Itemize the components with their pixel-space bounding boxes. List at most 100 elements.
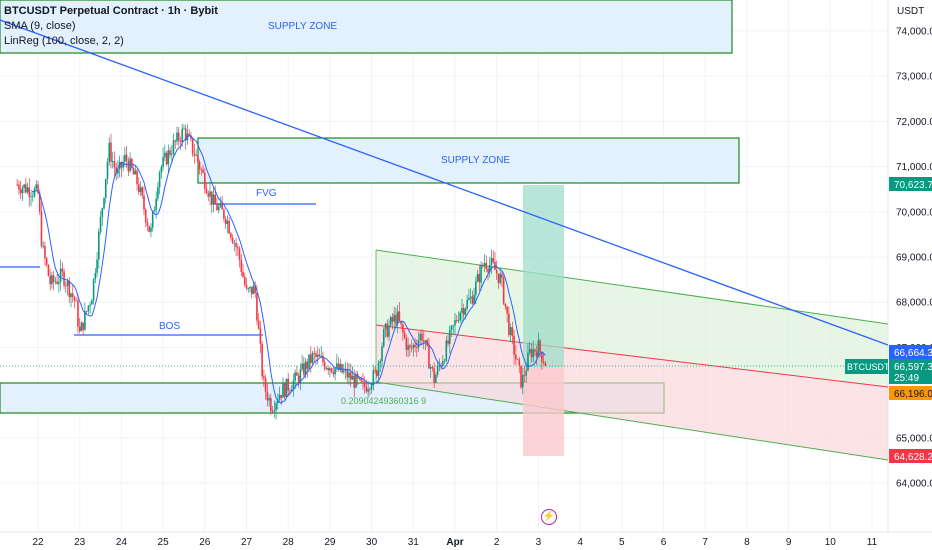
candle-body xyxy=(209,191,211,197)
candle-body xyxy=(91,300,93,305)
candle-body xyxy=(382,329,385,347)
candle-body xyxy=(221,202,223,210)
candle-body xyxy=(450,326,453,330)
candle-body xyxy=(311,352,314,363)
candle-body xyxy=(448,329,451,344)
candle-body xyxy=(348,372,350,378)
candle-body xyxy=(45,258,48,265)
candle-body xyxy=(68,280,71,298)
candle-body xyxy=(396,311,399,324)
supply-zone-mid[interactable] xyxy=(197,137,740,184)
reglow-badge xyxy=(889,449,932,463)
lightning-icon[interactable]: ⚡ xyxy=(541,509,557,525)
supply-zone-top[interactable] xyxy=(0,0,733,54)
candle-body xyxy=(289,390,291,392)
candle-body xyxy=(137,184,140,193)
y-tick-label: 69,000.0 xyxy=(896,253,932,264)
candle-body xyxy=(275,403,277,411)
candle-body xyxy=(327,368,329,371)
candle-body xyxy=(337,363,340,371)
candle-body xyxy=(304,361,307,375)
candle-body xyxy=(98,231,100,260)
candle-body xyxy=(412,344,415,349)
candle-body xyxy=(353,375,356,388)
candle-body xyxy=(384,323,387,330)
candle-body xyxy=(181,128,184,142)
time-axis[interactable]: 22 23 24 25 26 27 28 29 30 31 Apr 2 3 4 5 6 7 8 9 10 11 xyxy=(32,537,877,548)
long-position-risk[interactable] xyxy=(523,367,564,456)
candle-body xyxy=(381,346,383,362)
candle-body xyxy=(495,269,498,274)
regression-channel-lower-fill xyxy=(376,325,888,460)
legend-title[interactable]: BTCUSDT Perpetual Contract · 1h · Bybit xyxy=(4,5,218,17)
x-tick-label: 29 xyxy=(324,537,336,548)
candle-body xyxy=(155,198,157,211)
candle-body xyxy=(422,340,425,342)
candle-body xyxy=(242,271,244,277)
candle-body xyxy=(257,320,260,329)
candle-body xyxy=(431,366,434,369)
candle-body xyxy=(66,280,69,286)
x-tick-label: 8 xyxy=(744,537,750,548)
candle-body xyxy=(339,364,342,371)
regression-mid-line xyxy=(375,324,889,388)
candle-body xyxy=(271,411,274,413)
candle-body xyxy=(231,237,234,244)
candle-body xyxy=(461,307,463,313)
descending-trendline[interactable] xyxy=(0,19,889,346)
bos-label: BOS xyxy=(159,321,180,332)
candle-body xyxy=(283,383,286,397)
x-tick-label: 2 xyxy=(494,537,500,548)
candle-body xyxy=(409,345,411,348)
candle-body xyxy=(101,208,104,218)
candle-body xyxy=(541,351,543,362)
candle-body xyxy=(148,226,150,232)
y-tick-label: 70,000.0 xyxy=(896,207,932,218)
candle-body xyxy=(207,193,210,197)
candle-body xyxy=(223,209,225,219)
candle-body xyxy=(438,365,441,366)
candle-body xyxy=(129,158,131,172)
x-tick-label: 26 xyxy=(199,537,211,548)
candle-body xyxy=(250,286,253,295)
candle-body xyxy=(313,352,316,354)
candle-body xyxy=(188,133,190,136)
candle-body xyxy=(316,354,319,357)
candle-body xyxy=(320,355,323,357)
candle-body xyxy=(325,368,328,369)
legend-sma[interactable]: SMA (9, close) xyxy=(4,20,76,32)
candle-body xyxy=(370,385,373,390)
candle-body xyxy=(464,308,467,315)
candle-body xyxy=(87,305,90,312)
candle-body xyxy=(31,196,34,198)
x-tick-label: 6 xyxy=(661,537,667,548)
candle-body xyxy=(212,194,215,205)
candle-body xyxy=(509,327,512,336)
candle-body xyxy=(388,325,390,337)
y-tick-label: 71,000.0 xyxy=(896,162,932,173)
candle-body xyxy=(476,274,479,282)
candle-body xyxy=(132,168,135,175)
candle-body xyxy=(475,281,477,295)
candle-body xyxy=(535,351,538,357)
candle-body xyxy=(125,154,128,161)
candle-body xyxy=(492,258,495,262)
x-tick-label: 22 xyxy=(32,537,44,548)
candle-body xyxy=(400,320,402,325)
candle-body xyxy=(167,150,170,165)
candle-body xyxy=(276,400,279,404)
target-badge-text: 70,623.7 xyxy=(894,180,932,191)
long-position-profit[interactable] xyxy=(523,185,564,367)
candle-body xyxy=(542,361,545,364)
candle-body xyxy=(398,311,401,321)
candle-body xyxy=(54,281,57,283)
candle-body xyxy=(391,317,394,322)
candle-body xyxy=(136,170,138,185)
regmid-badge-text: 66,196.0 xyxy=(894,389,932,400)
legend-linreg[interactable]: LinReg (100, close, 2, 2) xyxy=(4,35,124,47)
candle-body xyxy=(169,150,171,155)
candle-body xyxy=(363,381,366,388)
candle-body xyxy=(179,140,182,142)
price-axis[interactable]: 74,000.0 73,000.0 72,000.0 71,000.0 70,000.0… xyxy=(896,27,932,490)
